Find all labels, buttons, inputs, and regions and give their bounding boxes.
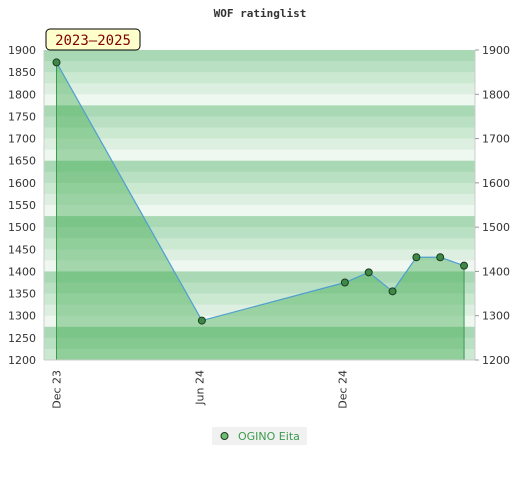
data-point bbox=[460, 261, 469, 270]
background-band bbox=[44, 205, 475, 217]
y-tick-label-left: 1600 bbox=[8, 177, 36, 190]
y-tick-label-right: 1200 bbox=[482, 354, 510, 367]
y-tick-label-left: 1400 bbox=[8, 265, 36, 278]
y-tick-label-right: 1900 bbox=[482, 44, 510, 57]
background-band bbox=[44, 94, 475, 106]
y-tick-label-left: 1200 bbox=[8, 354, 36, 367]
y-tick-label-left: 1550 bbox=[8, 199, 36, 212]
background-band bbox=[44, 83, 475, 95]
y-tick-label-left: 1800 bbox=[8, 88, 36, 101]
background-band bbox=[44, 138, 475, 150]
y-tick-label-right: 1500 bbox=[482, 221, 510, 234]
y-tick-label-left: 1350 bbox=[8, 288, 36, 301]
background-band bbox=[44, 304, 475, 317]
background-band bbox=[44, 127, 475, 139]
background-band bbox=[44, 160, 475, 173]
background-band bbox=[44, 105, 475, 117]
data-point bbox=[340, 278, 349, 287]
y-axis-right: 1200 1300 1400 1500 1600 1700 1800 1900 bbox=[475, 44, 510, 367]
background-band bbox=[44, 171, 475, 184]
x-axis: Dec 23 Jun 24 Dec 24 bbox=[51, 370, 350, 409]
y-tick-label-right: 1300 bbox=[482, 310, 510, 323]
chart-title: WOF ratinglist bbox=[214, 7, 307, 20]
y-tick-label-right: 1800 bbox=[482, 88, 510, 101]
y-tick-label-left: 1700 bbox=[8, 133, 36, 146]
background-band bbox=[44, 293, 475, 305]
background-band bbox=[44, 315, 475, 328]
x-tick-label: Dec 24 bbox=[337, 370, 350, 409]
background-band bbox=[44, 238, 475, 250]
background-band bbox=[44, 193, 475, 206]
y-tick-label-left: 1900 bbox=[8, 44, 36, 57]
y-tick-label-left: 1650 bbox=[8, 155, 36, 168]
period-badge: 2023–2025 bbox=[45, 28, 141, 51]
background-band bbox=[44, 337, 475, 350]
background-band bbox=[44, 260, 475, 272]
data-point bbox=[388, 287, 397, 296]
y-tick-label-right: 1400 bbox=[482, 265, 510, 278]
y-tick-label-right: 1600 bbox=[482, 177, 510, 190]
series-area bbox=[56, 62, 465, 361]
background-band bbox=[44, 116, 475, 128]
data-point bbox=[197, 316, 206, 325]
background-band bbox=[44, 271, 475, 283]
y-tick-label-left: 1450 bbox=[8, 243, 36, 256]
x-tick-label: Jun 24 bbox=[194, 370, 207, 406]
background-band bbox=[44, 72, 475, 84]
y-tick-label-left: 1850 bbox=[8, 66, 36, 79]
plot-background-bands bbox=[44, 50, 475, 361]
data-point bbox=[412, 253, 421, 262]
background-band bbox=[44, 326, 475, 339]
background-band bbox=[44, 249, 475, 261]
background-band bbox=[44, 348, 475, 361]
background-band bbox=[44, 149, 475, 162]
data-point bbox=[52, 58, 61, 67]
x-tick-label: Dec 23 bbox=[51, 370, 64, 409]
y-axis-left: 1200 1250 1300 1350 1400 1450 1500 1550 1600 1650… bbox=[8, 44, 36, 367]
legend-marker bbox=[220, 432, 229, 440]
background-band bbox=[44, 182, 475, 195]
y-tick-label-left: 1500 bbox=[8, 221, 36, 234]
legend[interactable]: OGINO Eita bbox=[212, 427, 307, 445]
period-badge-box bbox=[45, 28, 141, 51]
data-point bbox=[364, 268, 373, 277]
background-band bbox=[44, 282, 475, 294]
background-band bbox=[44, 61, 475, 73]
y-tick-label-left: 1750 bbox=[8, 110, 36, 123]
background-band bbox=[44, 227, 475, 239]
axis-layer bbox=[43, 50, 476, 361]
y-tick-label-left: 1250 bbox=[8, 332, 36, 345]
background-band bbox=[44, 216, 475, 228]
background-band bbox=[44, 50, 475, 62]
period-badge-text: 2023–2025 bbox=[55, 33, 131, 49]
data-point bbox=[436, 253, 445, 262]
y-tick-label-right: 1700 bbox=[482, 133, 510, 146]
legend-series-name: OGINO Eita bbox=[238, 430, 300, 443]
points-layer bbox=[52, 58, 469, 325]
legend-box bbox=[212, 427, 307, 445]
y-tick-label-left: 1300 bbox=[8, 310, 36, 323]
